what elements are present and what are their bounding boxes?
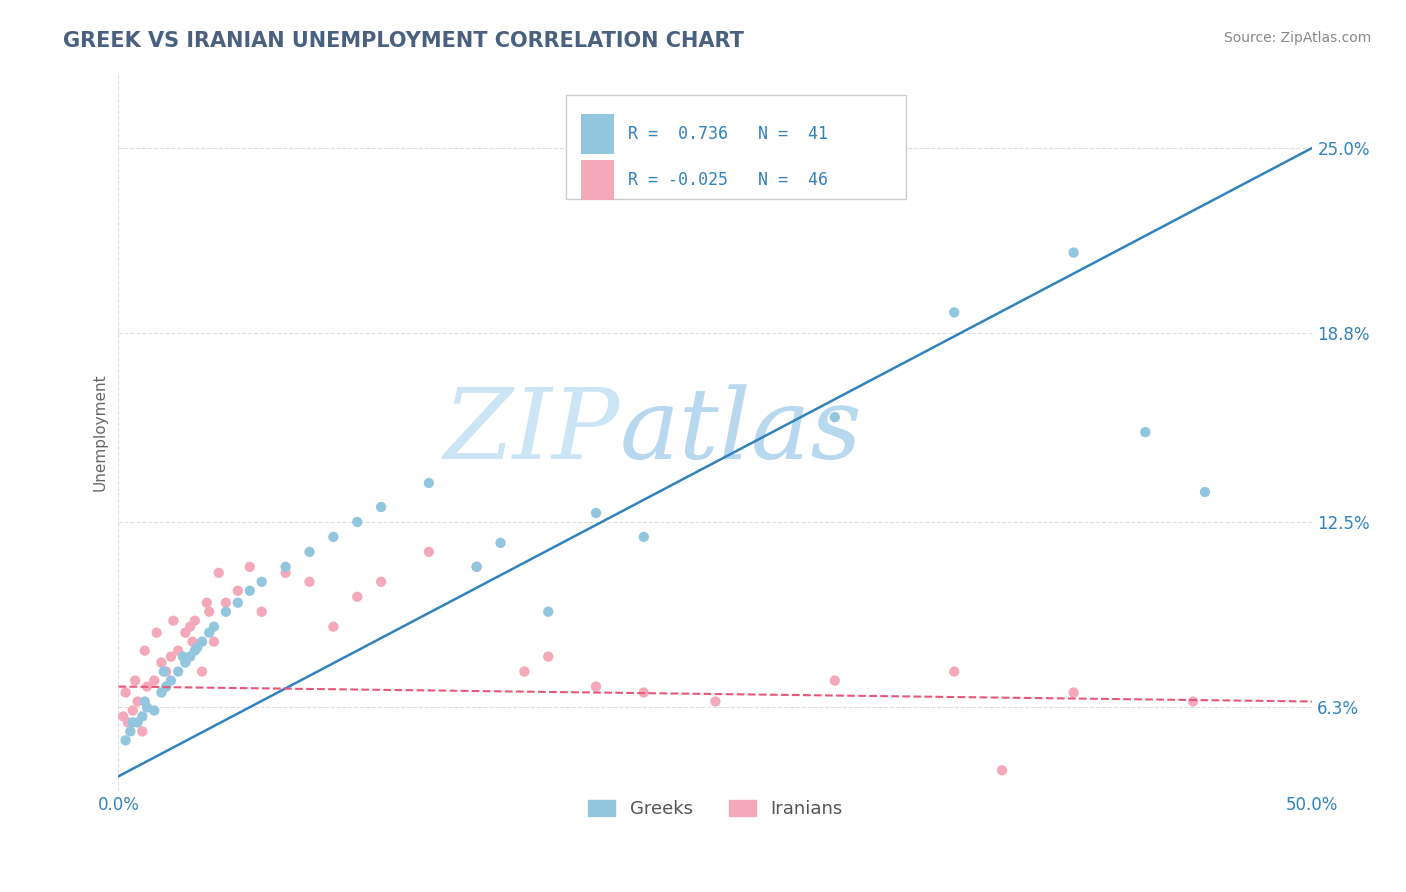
Legend: Greeks, Iranians: Greeks, Iranians xyxy=(581,793,849,825)
Point xyxy=(1182,694,1205,708)
Point xyxy=(112,709,135,723)
Point xyxy=(191,665,214,679)
Point xyxy=(131,724,153,739)
Point xyxy=(155,680,177,694)
Point xyxy=(322,530,344,544)
Point xyxy=(143,673,166,688)
Point xyxy=(704,694,727,708)
Point xyxy=(215,605,238,619)
Point xyxy=(114,685,136,699)
Point xyxy=(226,596,249,610)
Point xyxy=(150,656,173,670)
Point xyxy=(208,566,231,580)
Point xyxy=(198,605,221,619)
Point xyxy=(943,305,966,319)
Point xyxy=(346,590,368,604)
Point xyxy=(179,649,201,664)
Point xyxy=(298,545,321,559)
Point xyxy=(195,596,218,610)
Point xyxy=(537,649,560,664)
Point xyxy=(162,614,184,628)
Point xyxy=(274,566,297,580)
Point xyxy=(1135,425,1157,439)
Point xyxy=(824,410,846,425)
Text: R =  0.736   N =  41: R = 0.736 N = 41 xyxy=(628,125,828,143)
Point xyxy=(121,715,143,730)
Point xyxy=(489,536,512,550)
Point xyxy=(191,634,214,648)
Point xyxy=(1194,485,1216,500)
Point xyxy=(117,715,139,730)
Point xyxy=(250,605,273,619)
Point xyxy=(215,596,238,610)
Point xyxy=(250,574,273,589)
Point xyxy=(991,764,1014,778)
Point xyxy=(184,643,207,657)
Point xyxy=(181,634,204,648)
Text: atlas: atlas xyxy=(620,384,863,480)
Point xyxy=(239,559,262,574)
Point xyxy=(127,715,149,730)
Point xyxy=(150,685,173,699)
Point xyxy=(153,665,176,679)
Text: ZIP: ZIP xyxy=(444,384,620,480)
Point xyxy=(134,643,156,657)
Point xyxy=(418,476,440,491)
Point xyxy=(120,724,142,739)
Point xyxy=(370,500,392,514)
Point xyxy=(465,559,488,574)
Point xyxy=(131,709,153,723)
Point xyxy=(145,625,167,640)
Point xyxy=(585,506,607,520)
Point xyxy=(136,680,159,694)
Point xyxy=(824,673,846,688)
Point xyxy=(633,685,655,699)
Point xyxy=(160,649,183,664)
Point xyxy=(202,620,225,634)
Point xyxy=(114,733,136,747)
Point xyxy=(134,694,156,708)
Point xyxy=(172,649,194,664)
Point xyxy=(179,620,201,634)
Point xyxy=(160,673,183,688)
Point xyxy=(167,665,190,679)
Point xyxy=(143,704,166,718)
Bar xyxy=(581,161,614,200)
Point xyxy=(513,665,536,679)
Point xyxy=(136,700,159,714)
Point xyxy=(1063,685,1085,699)
Point xyxy=(226,583,249,598)
Point xyxy=(174,625,197,640)
Text: R = -0.025   N =  46: R = -0.025 N = 46 xyxy=(628,171,828,189)
Point xyxy=(186,640,208,655)
Point xyxy=(198,625,221,640)
Point xyxy=(274,559,297,574)
Point xyxy=(322,620,344,634)
Point xyxy=(585,680,607,694)
Point xyxy=(121,704,143,718)
Point xyxy=(239,583,262,598)
Y-axis label: Unemployment: Unemployment xyxy=(93,374,107,491)
Point xyxy=(1063,245,1085,260)
Point xyxy=(298,574,321,589)
Point xyxy=(184,614,207,628)
Point xyxy=(465,559,488,574)
Text: GREEK VS IRANIAN UNEMPLOYMENT CORRELATION CHART: GREEK VS IRANIAN UNEMPLOYMENT CORRELATIO… xyxy=(63,31,744,51)
Bar xyxy=(581,114,614,153)
Point xyxy=(167,643,190,657)
Point xyxy=(346,515,368,529)
Point xyxy=(127,694,149,708)
Text: Source: ZipAtlas.com: Source: ZipAtlas.com xyxy=(1223,31,1371,45)
Point xyxy=(202,634,225,648)
Point xyxy=(537,605,560,619)
Point xyxy=(124,673,146,688)
FancyBboxPatch shape xyxy=(567,95,907,199)
Point xyxy=(174,656,197,670)
Point xyxy=(633,530,655,544)
Point xyxy=(370,574,392,589)
Point xyxy=(943,665,966,679)
Point xyxy=(155,665,177,679)
Point xyxy=(418,545,440,559)
